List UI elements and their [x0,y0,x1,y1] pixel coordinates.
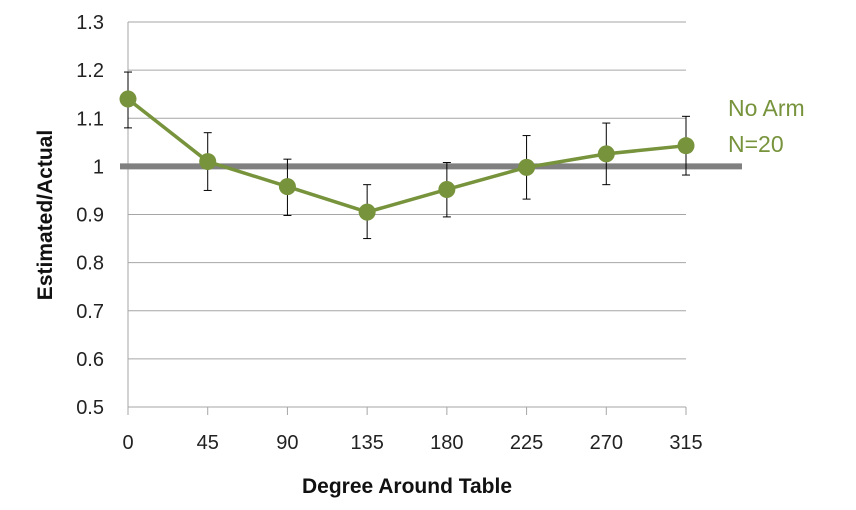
data-point [677,137,695,155]
x-tick-label: 135 [350,432,383,454]
x-tick-label: 315 [669,432,702,454]
data-point [597,145,615,163]
data-point [358,203,376,221]
gridlines [128,21,686,408]
data-point [438,180,456,198]
y-tick-label: 0.9 [76,205,104,227]
x-axis: 0 45 90 135 180 225 270 315 [122,407,703,454]
y-axis-title: Estimated/Actual [34,130,57,300]
y-axis: 0.5 0.6 0.7 0.8 0.9 1 1.1 1.2 1.3 [76,12,129,419]
y-tick-label: 0.5 [76,397,104,419]
data-point [119,90,137,108]
x-tick-label: 270 [590,432,623,454]
x-tick-label: 90 [276,432,298,454]
data-point [278,178,296,196]
y-tick-label: 1.1 [76,108,104,130]
x-axis-title: Degree Around Table [302,475,512,498]
data-point [199,153,217,171]
y-tick-label: 1 [93,156,104,178]
y-tick-label: 1.3 [76,12,104,34]
y-tick-label: 1.2 [76,60,104,82]
y-tick-label: 0.8 [76,253,104,275]
x-tick-label: 225 [510,432,543,454]
y-tick-label: 0.6 [76,349,104,371]
error-bars [124,71,690,240]
legend: No Arm N=20 [728,95,805,157]
series-group [119,90,695,221]
x-tick-label: 45 [197,432,219,454]
series-line [126,97,687,214]
x-tick-label: 180 [430,432,463,454]
legend-line-1: No Arm [728,95,805,121]
x-tick-label: 0 [122,432,133,454]
legend-line-2: N=20 [728,131,784,157]
y-tick-label: 0.7 [76,301,104,323]
data-point [518,158,536,176]
